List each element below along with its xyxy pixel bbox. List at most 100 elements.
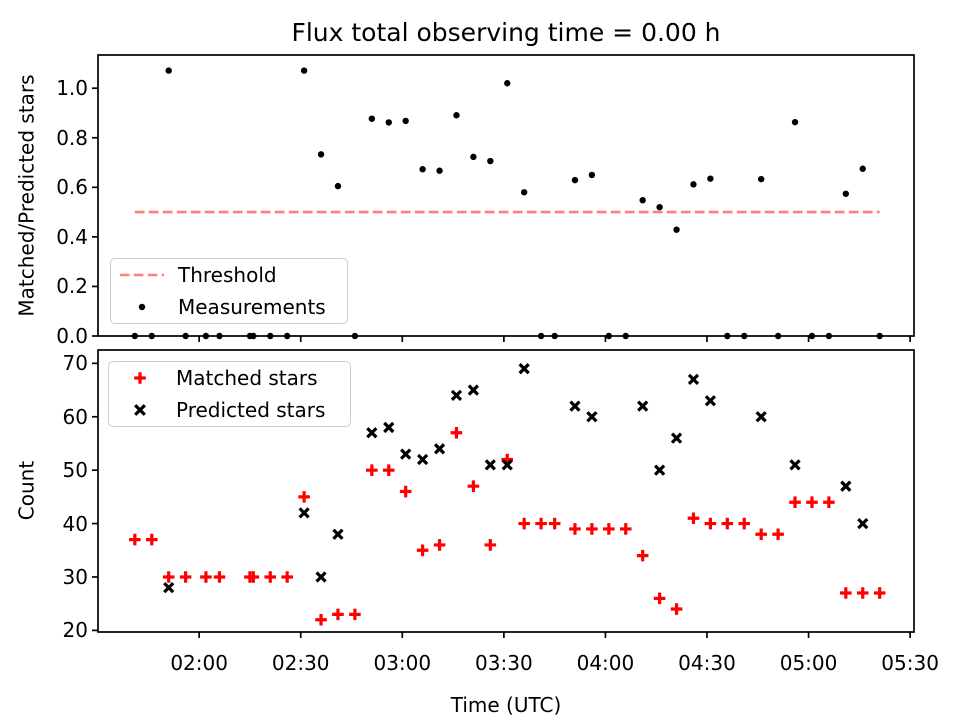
matched-stars-point [484,539,497,551]
bottom-y-tick-label: 20 [62,618,88,643]
measurements-point [419,166,426,173]
measurements-point [656,203,663,211]
matched-stars-point [603,523,615,535]
legend-item-label: Threshold [178,263,277,287]
matched-stars-point [704,517,717,530]
predicted-stars-point [416,453,429,466]
predicted-stars-point [163,582,175,594]
predicted-stars-point [857,517,869,530]
predicted-stars-point [501,459,513,471]
legend-item-measurements: Measurements [111,291,347,323]
measurements-point [571,176,579,184]
predicted-stars-point [653,464,666,476]
matched-stars-point [399,485,412,498]
matched-stars-point [636,549,649,562]
matched-stars-point [548,517,561,530]
measurements-point [402,117,409,125]
bottom-legend: Matched stars Predicted stars [108,361,351,427]
matched-stars-point [247,571,260,583]
predicted-stars-point [484,459,496,471]
bottom-y-tick-label: 30 [62,564,88,589]
measurements-point [385,119,392,126]
x-tick-label: 03:30 [475,651,533,675]
measurements-point [453,112,460,119]
matched-stars-point [264,571,277,583]
predicted-stars-point [840,480,852,492]
x-tick-label: 04:30 [678,651,736,675]
matched-stars-point [535,517,547,530]
dashed-line-sample [119,272,165,278]
measurements-point [368,115,376,122]
matched-stars-point [840,587,852,599]
matched-stars-point [366,464,378,476]
matched-stars-point [450,426,463,439]
top-y-tick-label: 0.8 [56,125,88,150]
measurements-point [520,189,528,196]
x-tick-label: 03:00 [373,651,432,675]
matched-stars-point [738,517,751,530]
matched-stars-point [145,533,158,546]
matched-stars-point [349,608,361,621]
matched-stars-point [281,571,293,583]
measurements-point [707,175,714,182]
predicted-stars-point [670,432,683,444]
legend-item-label: Measurements [178,295,326,319]
x-sample [117,402,163,418]
dot-sample [119,302,165,312]
matched-stars-point [162,571,175,583]
matched-stars-point [213,571,226,583]
legend-item-matched-stars: Matched stars [109,362,350,394]
predicted-stars-point [518,363,530,375]
predicted-stars-point [383,421,395,434]
top-y-tick-label: 0.4 [56,224,88,249]
predicted-stars-point [433,443,446,455]
top-y-tick-label: 0.0 [56,324,88,348]
matched-stars-point [200,571,212,583]
matched-stars-point [873,587,886,599]
measurements-point [588,171,596,179]
bottom-y-tick-label: 60 [62,404,88,429]
predicted-stars-point [569,400,581,412]
predicted-stars-point [315,571,327,583]
measurements-point [673,226,680,233]
measurements-point [487,157,494,165]
matched-stars-point [670,603,683,615]
matched-stars-point [433,539,446,551]
predicted-stars-point [586,411,598,423]
measurements-point [757,175,765,183]
predicted-stars-point [400,448,412,460]
x-axis-label: Time (UTC) [450,693,562,717]
bottom-y-tick-label: 50 [62,458,88,483]
predicted-stars-point [332,528,344,540]
matched-stars-point [687,512,700,525]
matched-stars-point [416,544,429,557]
x-tick-label: 05:00 [779,651,838,675]
plus-sample [117,370,163,386]
matched-stars-point [179,571,192,583]
matched-stars-point [382,464,395,476]
top-y-tick-label: 0.6 [56,175,88,200]
legend-item-predicted-stars: Predicted stars [109,394,350,426]
matched-stars-point [653,592,666,605]
bottom-y-tick-label: 70 [62,351,88,376]
matched-stars-point [518,517,530,530]
top-legend: Threshold Measurements [110,258,348,324]
measurements-point [317,151,325,158]
matched-stars-point [315,613,327,626]
measurements-point [300,67,308,74]
predicted-stars-point [789,459,801,471]
legend-item-label: Predicted stars [176,398,326,422]
matched-stars-point [298,491,310,503]
x-tick-label: 02:00 [170,651,228,675]
matched-stars-point [569,523,581,535]
matched-stars-point [806,496,818,509]
x-tick-label: 04:00 [576,651,635,675]
measurements-point [504,80,511,87]
measurements-point [842,190,850,197]
bottom-axes-frame [97,349,915,633]
matched-stars-point [823,496,835,509]
matched-stars-point [789,496,801,509]
predicted-stars-point [366,427,378,439]
predicted-stars-point [467,384,480,396]
